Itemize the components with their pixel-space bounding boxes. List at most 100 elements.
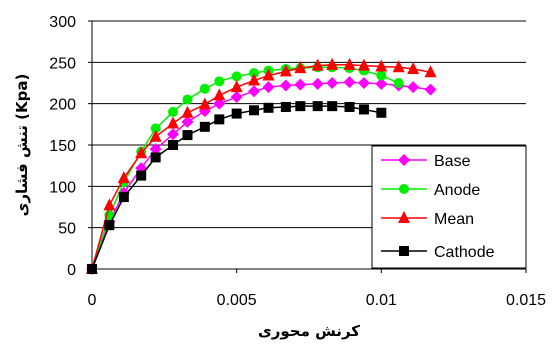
data-point-cathode (312, 101, 323, 112)
legend-label-mean: Mean (434, 211, 474, 228)
legend-marker-base (398, 154, 410, 166)
data-point-mean (181, 105, 194, 118)
y-tick-label: 150 (49, 138, 76, 155)
data-point-cathode (87, 264, 97, 274)
legend-box (371, 145, 527, 269)
series-cathode (87, 101, 387, 274)
data-point-cathode (136, 170, 147, 181)
data-point-base (424, 83, 437, 96)
data-point-cathode (168, 140, 179, 150)
data-point-mean (392, 60, 405, 73)
data-point-mean (279, 64, 292, 77)
data-point-mean (343, 57, 356, 70)
data-point-cathode (358, 104, 369, 115)
data-point-mean (294, 61, 307, 74)
data-point-anode (376, 70, 387, 81)
x-axis-title: کرنش محوری (258, 322, 360, 340)
data-point-base (262, 81, 275, 94)
data-point-base (357, 77, 370, 89)
data-point-anode (231, 71, 242, 82)
legend-label-cathode: Cathode (434, 244, 495, 261)
data-point-anode (182, 94, 193, 105)
data-point-cathode (150, 152, 161, 163)
data-point-cathode (182, 130, 193, 141)
data-point-anode (393, 78, 404, 88)
legend: Base Anode Mean Cathode (371, 145, 527, 269)
x-tick-label: 0.005 (217, 292, 257, 309)
data-point-mean (326, 57, 339, 70)
data-point-anode (249, 68, 260, 79)
legend-marker-mean (398, 211, 410, 223)
data-point-cathode (376, 107, 387, 118)
gridlines (92, 20, 526, 229)
data-point-anode (150, 123, 161, 134)
data-point-base (279, 79, 292, 92)
data-point-mean (248, 73, 261, 86)
data-point-cathode (104, 220, 115, 231)
data-point-cathode (295, 101, 306, 112)
y-tick-label: 50 (58, 221, 76, 238)
x-tick-label: 0.01 (366, 292, 397, 309)
series-line-base (91, 81, 431, 270)
y-tick-labels: 0 50 100 150 200 250 300 (49, 14, 92, 279)
data-point-mean (357, 58, 370, 71)
data-point-mean (230, 80, 243, 93)
legend-item-base: Base (381, 153, 471, 170)
data-point-base (326, 77, 339, 89)
legend-label-anode: Anode (434, 182, 480, 199)
legend-label-base: Base (434, 153, 471, 170)
y-tick-label: 100 (49, 179, 76, 196)
x-tick-labels: 0 0.005 0.01 0.015 (88, 269, 546, 309)
data-point-cathode (118, 192, 129, 203)
data-point-anode (199, 83, 210, 94)
legend-item-anode: Anode (381, 182, 480, 199)
data-point-base (375, 77, 388, 90)
y-tick-label: 0 (67, 262, 76, 279)
series-line-mean (91, 64, 431, 270)
data-point-cathode (344, 101, 355, 112)
data-point-cathode (231, 108, 242, 119)
data-point-base (149, 143, 162, 156)
data-point-mean (103, 198, 116, 211)
data-point-base (343, 76, 356, 89)
data-point-base (167, 128, 180, 141)
data-point-mean (135, 146, 148, 159)
x-tick-label: 0 (88, 292, 97, 309)
data-point-cathode (214, 114, 225, 125)
data-point-anode (214, 76, 225, 87)
data-point-cathode (280, 101, 291, 112)
data-point-cathode (263, 102, 274, 113)
data-point-base (407, 81, 420, 94)
data-point-mean (149, 129, 162, 142)
data-point-base (248, 85, 261, 98)
legend-marker-anode (399, 184, 409, 194)
data-point-mean (198, 97, 211, 110)
data-point-mean (407, 61, 420, 74)
y-tick-label: 300 (49, 14, 76, 31)
data-point-mean (117, 171, 130, 184)
y-tick-label: 200 (49, 97, 76, 114)
x-tick-label: 0.015 (506, 292, 546, 309)
y-axis-title: تنش فشاری (Kpa) (13, 74, 31, 217)
data-point-mean (375, 59, 388, 72)
data-point-cathode (199, 121, 210, 132)
data-point-mean (424, 65, 437, 78)
legend-item-cathode: Cathode (381, 244, 495, 261)
data-point-base (181, 115, 194, 128)
data-point-mean (311, 58, 324, 71)
data-point-anode (168, 106, 179, 117)
data-point-mean (262, 68, 275, 81)
data-point-base (294, 78, 307, 91)
data-point-base (213, 97, 226, 110)
data-point-mean (167, 116, 180, 129)
series-layer (86, 57, 437, 275)
data-point-mean (213, 88, 226, 101)
series-mean (86, 57, 437, 274)
y-tick-label: 250 (49, 55, 76, 72)
legend-marker-cathode (399, 246, 409, 256)
data-point-cathode (249, 105, 260, 116)
data-point-base (311, 77, 324, 90)
data-point-cathode (327, 101, 338, 112)
data-point-base (230, 91, 243, 104)
